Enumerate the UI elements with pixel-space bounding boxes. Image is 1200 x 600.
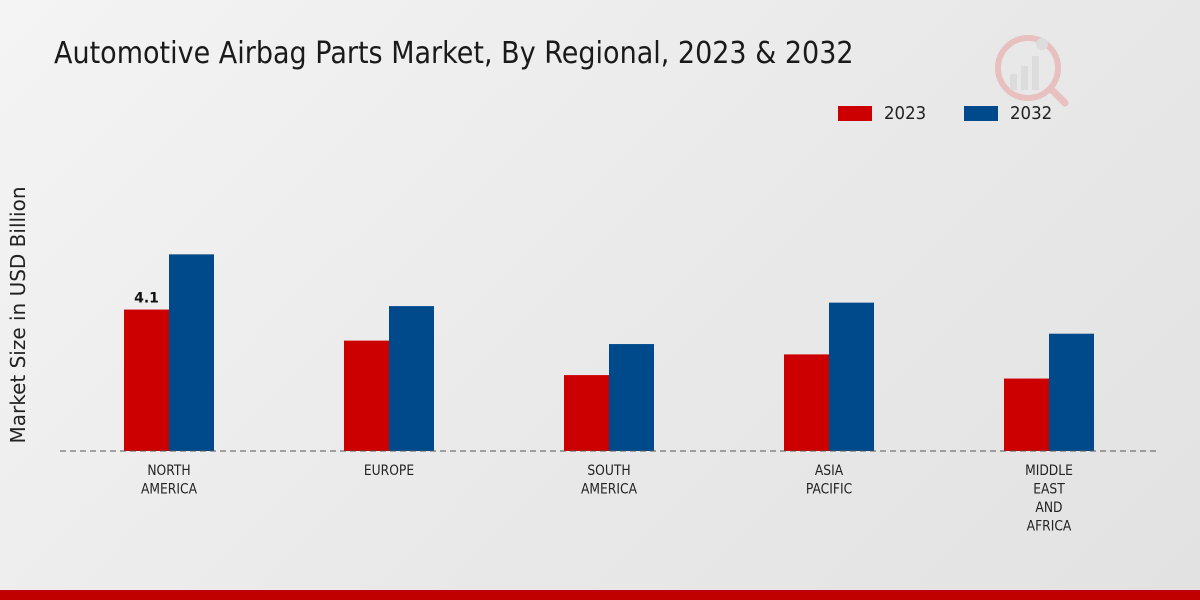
bar-2023-0 <box>124 309 169 451</box>
bar-2032-3 <box>829 302 874 451</box>
bar-2023-4 <box>1004 378 1049 451</box>
x-tick-label-1-0: EUROPE <box>364 463 414 479</box>
x-tick-label-0-0: NORTH <box>147 463 190 479</box>
bar-2023-3 <box>784 354 829 451</box>
bar-2032-4 <box>1049 333 1094 451</box>
bar-2032-1 <box>389 306 434 451</box>
x-tick-label-0-1: AMERICA <box>141 482 197 498</box>
legend-swatch-2023 <box>838 106 872 121</box>
x-tick-label-3-0: ASIA <box>815 463 843 479</box>
legend-label-2023: 2023 <box>884 103 927 124</box>
bottom-accent-bar <box>0 590 1200 600</box>
x-tick-label-4-1: EAST <box>1033 482 1065 498</box>
legend-label-2032: 2032 <box>1009 103 1052 124</box>
bar-2032-0 <box>169 254 214 451</box>
legend-swatch-2032 <box>963 106 998 121</box>
legend: 2023 2032 <box>838 103 1090 124</box>
bar-2023-1 <box>344 340 389 451</box>
x-tick-label-4-3: AFRICA <box>1027 519 1072 535</box>
data-label-0-0: 4.1 <box>134 291 159 307</box>
legend-item-2032: 2032 <box>963 103 1056 124</box>
legend-item-2023: 2023 <box>838 103 930 124</box>
x-tick-label-4-0: MIDDLE <box>1025 463 1073 479</box>
bar-2032-2 <box>609 344 654 451</box>
x-tick-label-3-1: PACIFIC <box>806 482 852 498</box>
x-tick-label-4-2: AND <box>1035 500 1062 516</box>
x-tick-label-2-1: AMERICA <box>581 482 637 498</box>
bar-2023-2 <box>564 375 609 451</box>
brand-logo-icon <box>995 35 1069 107</box>
chart-title: Automotive Airbag Parts Market, By Regio… <box>54 36 854 71</box>
x-tick-label-2-0: SOUTH <box>587 463 630 479</box>
